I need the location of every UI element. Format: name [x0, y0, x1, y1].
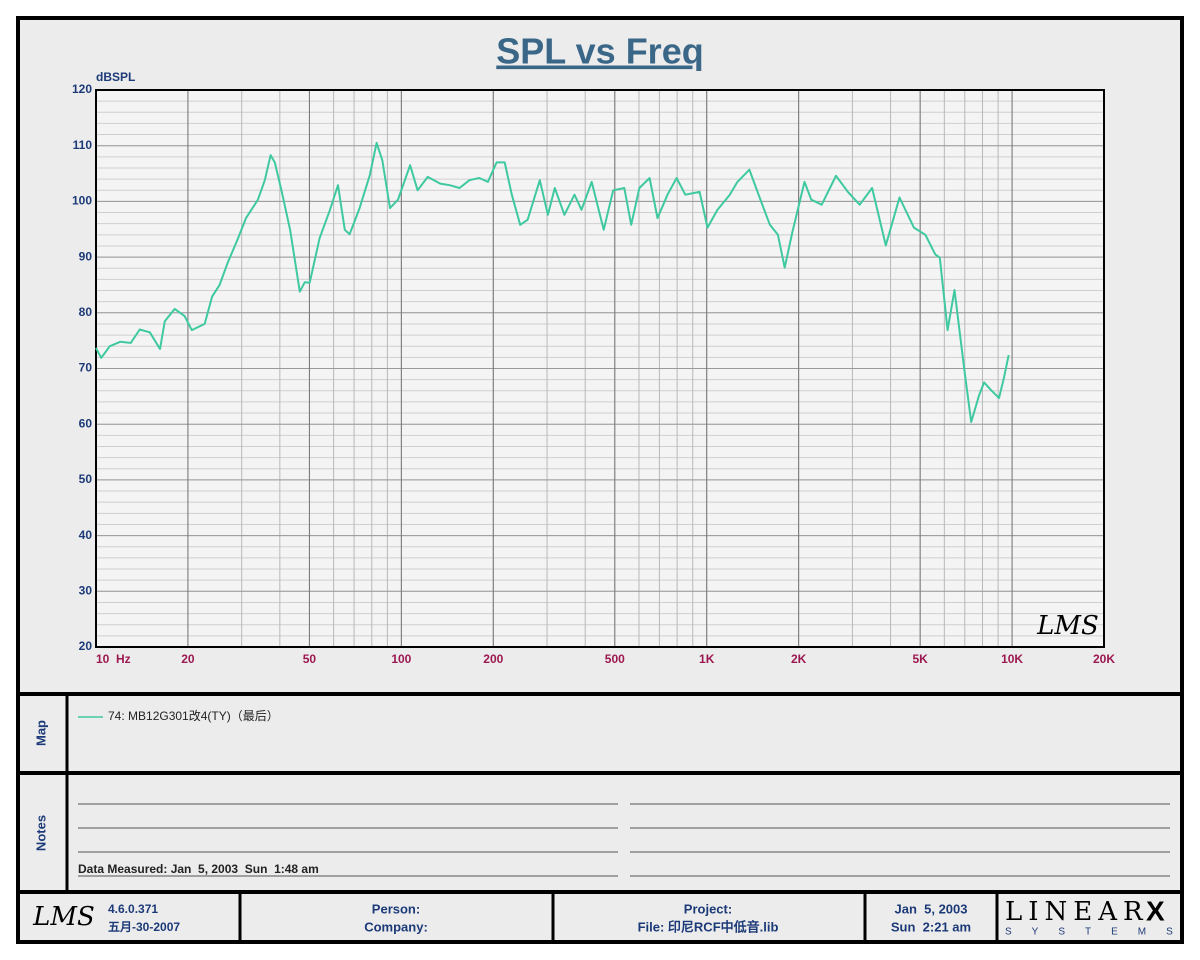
note-lines: [78, 803, 1170, 877]
company: Company:: [364, 919, 428, 934]
panel-label: Map: [33, 720, 48, 746]
logo: LMS: [1036, 611, 1099, 641]
y-axis-label: dBSPL: [96, 70, 135, 84]
y-tick-label: 90: [79, 249, 93, 263]
legend-entry: 74: MB12G301改4(TY)（最后）: [108, 709, 279, 723]
date: Jan 5, 2003: [895, 901, 968, 916]
time: Sun 2:21 am: [891, 919, 971, 934]
x-tick-label: 5K: [912, 652, 928, 666]
y-tick-label: 120: [72, 82, 92, 96]
y-tick-label: 20: [79, 639, 93, 653]
y-tick-label: 110: [73, 138, 93, 152]
y-tick-label: 70: [79, 361, 93, 375]
logo: LMS: [32, 902, 95, 932]
brand-x: X: [1146, 895, 1165, 926]
x-tick-label: 100: [391, 652, 411, 666]
build-date: 五月-30-2007: [108, 920, 180, 934]
y-tick-label: 50: [79, 472, 93, 486]
x-tick-label: 20K: [1093, 652, 1115, 666]
version: 4.6.0.371: [108, 902, 158, 916]
y-tick-label: 100: [72, 194, 92, 208]
chart-title: SPL vs Freq: [496, 31, 703, 72]
project: Project:: [684, 901, 732, 916]
x-tick-label: 50: [303, 652, 317, 666]
brand: LINEAR: [1005, 897, 1149, 927]
x-tick-label: 20: [181, 652, 195, 666]
brand-sub: SYSTEMS: [1005, 927, 1193, 938]
y-tick-label: 60: [79, 416, 93, 430]
x-tick-label: 1K: [699, 652, 715, 666]
x-tick-label: 10K: [1001, 652, 1023, 666]
x-tick-label: 2K: [791, 652, 807, 666]
y-tick-label: 40: [79, 528, 93, 542]
y-tick-label: 80: [79, 305, 93, 319]
series-line: [95, 141, 1010, 423]
person: Person:: [372, 901, 420, 916]
x-tick-label: 200: [483, 652, 503, 666]
notes-text: Data Measured: Jan 5, 2003 Sun 1:48 am: [78, 862, 319, 876]
file: File: 印尼RCF中低音.lib: [638, 919, 779, 934]
x-tick-label: 10 Hz: [96, 652, 131, 666]
panel-label: Notes: [33, 815, 48, 851]
y-tick-label: 30: [79, 583, 93, 597]
plot-border: [95, 89, 1105, 648]
x-tick-label: 500: [605, 652, 625, 666]
